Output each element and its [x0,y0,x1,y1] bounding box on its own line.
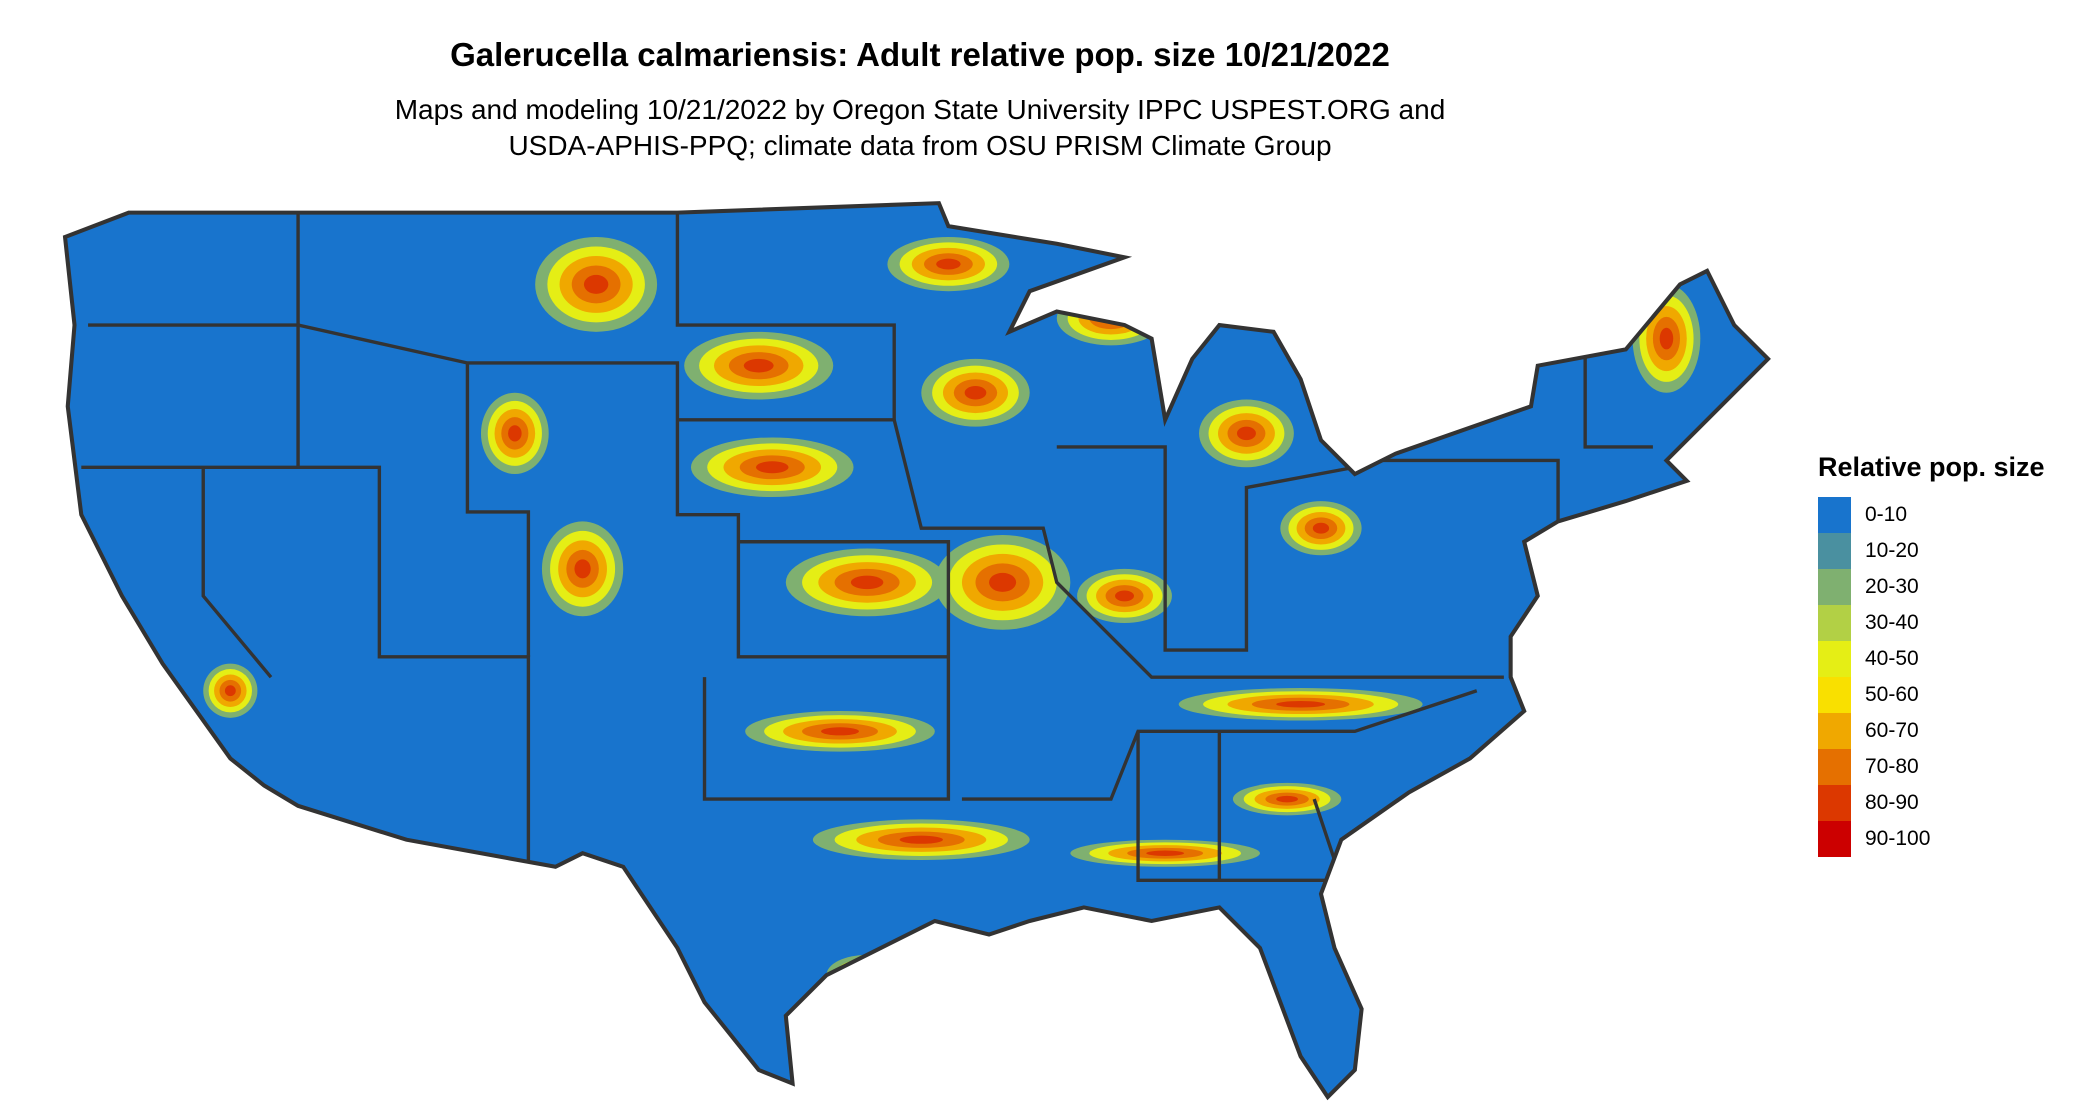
legend-item: 50-60 [1818,677,2045,713]
legend-swatch [1818,713,1851,749]
legend-label: 90-100 [1865,827,1931,850]
map-subtitle: Maps and modeling 10/21/2022 by Oregon S… [0,92,1840,164]
hotspot-band [1236,426,1256,441]
legend-item: 0-10 [1818,497,2045,533]
state-border [1368,458,1560,529]
legend-label: 70-80 [1865,755,1919,778]
state-border [81,465,531,867]
hotspot-band [743,358,774,373]
legend-item: 10-20 [1818,533,2045,569]
hotspot-band [1369,960,1395,1018]
hotspot-band [1659,327,1674,350]
hotspot-band [850,575,884,590]
hotspot-band [574,559,591,579]
legend-swatch [1818,497,1851,533]
legend-item: 40-50 [1818,641,2045,677]
hotspot-band [1361,941,1403,1037]
hotspot-band [964,385,987,400]
us-outline [62,201,1771,1101]
legend-swatch [1818,641,1851,677]
state-border [465,362,531,657]
hotspot-band [1276,701,1326,708]
hotspot-band [989,572,1017,592]
hotspot-band [821,727,859,736]
hotspot-band [1365,950,1399,1027]
state-border [892,419,1504,679]
hotspot-band [936,258,961,270]
legend-swatch [1818,677,1851,713]
subtitle-line-1: Maps and modeling 10/21/2022 by Oregon S… [394,94,1446,125]
legend-swatch [1818,533,1851,569]
state-border [1136,731,1222,883]
legend-swatch [1818,821,1851,857]
hotspot-band [583,274,609,294]
legend-item: 60-70 [1818,713,2045,749]
map-title: Galerucella calmariensis: Adult relative… [450,36,1390,73]
hotspot-band [834,958,900,992]
hotspot-band [850,967,884,984]
legend-item: 80-90 [1818,785,2045,821]
legend-item: 30-40 [1818,605,2045,641]
legend-swatch [1818,605,1851,641]
legend-item: 20-30 [1818,569,2045,605]
hotspot-band [1373,969,1391,1008]
legend-label: 30-40 [1865,611,1919,634]
legend-label: 60-70 [1865,719,1919,742]
legend-swatch [1818,569,1851,605]
legend-label: 80-90 [1865,791,1919,814]
legend-item: 90-100 [1818,821,2045,857]
hotspot-band [224,685,236,697]
hotspot-band [1276,795,1298,803]
hotspot-band [1312,522,1330,534]
population-hotspots [203,237,1701,1037]
hotspot-band [1146,850,1185,856]
subtitle-line-2: USDA-APHIS-PPQ; climate data from OSU PR… [508,130,1332,161]
hotspot-band [899,835,943,844]
state-border [702,540,951,801]
legend-label: 40-50 [1865,647,1919,670]
state-border [201,467,273,679]
legend-title: Relative pop. size [1818,452,2045,482]
state-border [296,212,949,659]
hotspot-band [756,461,789,474]
legend-label: 50-60 [1865,683,1919,706]
state-borders [81,212,1653,883]
hotspot-band [1115,590,1134,602]
state-border [675,212,896,422]
hotspot-band [1377,979,1386,999]
legend-label: 0-10 [1865,503,1908,526]
legend-label: 20-30 [1865,575,1919,598]
state-border [1583,352,1653,449]
hotspot-band [508,425,522,442]
legend: Relative pop. size 0-10 10-20 20-30 30-40 40… [1818,452,2045,857]
legend-swatch [1818,785,1851,821]
legend-item: 70-80 [1818,749,2045,785]
hotspot-band [858,971,876,980]
state-border [1056,445,1356,652]
legend-swatch [1818,749,1851,785]
hotspot-band [842,962,892,988]
hotspot-band [826,954,908,996]
legend-label: 10-20 [1865,539,1919,562]
